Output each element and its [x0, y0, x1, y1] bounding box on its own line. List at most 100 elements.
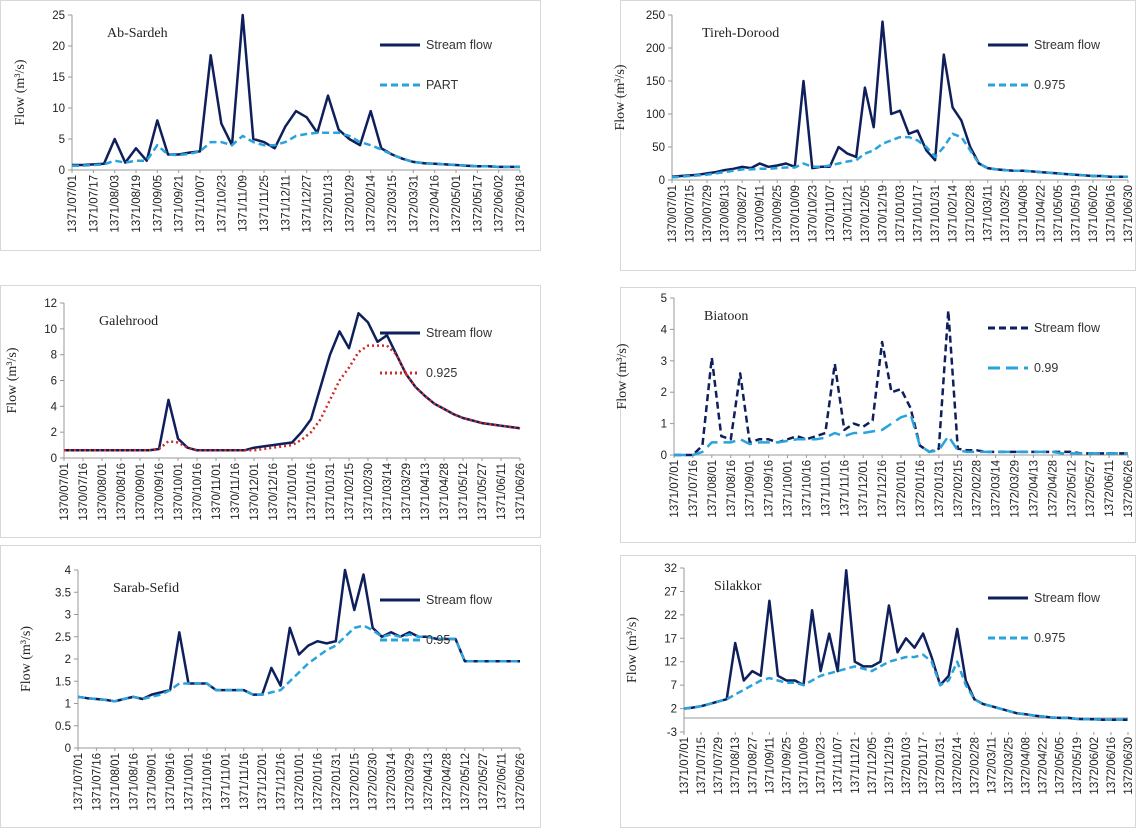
x-tick-label: 1372/01/01: [896, 460, 908, 518]
y-tick-label: 15: [52, 72, 65, 84]
y-axis-label: Flow (m³/s): [625, 617, 640, 683]
x-tick-label: 1372/04/08: [1021, 737, 1033, 795]
series-line: [77, 624, 520, 703]
y-tick-label: 17: [664, 633, 677, 645]
x-tick-label: 1372/03/29: [1010, 460, 1022, 518]
x-tick-label: 1372/04/28: [1047, 460, 1059, 518]
legend-label: 0.975: [1034, 631, 1065, 645]
x-tick-label: 1370/08/16: [116, 463, 128, 521]
y-tick-label: 0: [659, 175, 665, 187]
y-tick-label: 1.5: [55, 676, 71, 688]
x-tick-label: 1370/10/16: [192, 463, 204, 521]
x-tick-label: 1371/07/01: [73, 753, 85, 811]
x-tick-label: 1372/05/12: [460, 753, 472, 811]
y-tick-label: 2: [51, 427, 57, 439]
y-tick-label: 2: [65, 654, 71, 666]
x-tick-label: 1372/04/16: [430, 175, 442, 233]
x-tick-label: 1371/07/29: [713, 737, 725, 795]
y-tick-label: 20: [52, 41, 65, 53]
x-tick-label: 1372/03/11: [986, 737, 998, 794]
x-tick-label: 1372/03/14: [991, 459, 1003, 517]
x-tick-label: 1372/05/01: [451, 175, 463, 233]
x-tick-label: 1371/08/27: [747, 737, 759, 795]
y-tick-label: 4: [51, 401, 58, 413]
x-tick-label: 1372/02/15: [349, 753, 361, 811]
legend-label: Stream flow: [1034, 321, 1101, 335]
legend-label: 0.975: [1034, 78, 1065, 92]
x-tick-label: 1370/09/16: [154, 463, 166, 521]
y-tick-label: 200: [646, 43, 665, 55]
x-tick-label: 1372/05/19: [1072, 737, 1084, 795]
x-tick-label: 1372/04/22: [1038, 737, 1050, 795]
legend-label: 0.99: [1034, 361, 1058, 375]
y-tick-label: 10: [44, 324, 57, 336]
panel-frame: [0, 0, 541, 251]
x-tick-label: 1371/11/21: [850, 737, 862, 794]
y-tick-label: 25: [52, 10, 65, 22]
legend-label: 0.95: [426, 633, 450, 647]
x-tick-label: 1370/09/25: [772, 185, 784, 243]
x-tick-label: 1371/09/01: [147, 753, 159, 811]
x-tick-label: 1370/11/07: [825, 185, 837, 242]
x-tick-label: 1371/11/07: [833, 737, 845, 794]
x-tick-label: 1372/01/29: [344, 175, 356, 233]
legend-label: Stream flow: [426, 38, 493, 52]
x-tick-label: 1370/07/15: [685, 185, 697, 243]
x-tick-label: 1371/11/25: [259, 175, 271, 232]
y-axis-label: Flow (m³/s): [5, 347, 20, 413]
x-tick-label: 1371/01/01: [287, 463, 299, 521]
x-tick-label: 1371/07/01: [67, 175, 79, 233]
x-tick-label: 1371/02/28: [965, 185, 977, 243]
x-tick-label: 1371/12/19: [884, 737, 896, 795]
x-tick-label: 1370/07/29: [702, 185, 714, 243]
x-tick-label: 1372/01/16: [915, 460, 927, 518]
x-tick-label: 1371/01/03: [895, 185, 907, 243]
x-tick-label: 1371/03/14: [382, 462, 394, 520]
x-tick-label: 1371/07/17: [88, 175, 100, 233]
y-tick-label: 27: [664, 586, 677, 598]
x-tick-label: 1370/09/01: [135, 463, 147, 521]
series-line: [77, 568, 520, 703]
x-tick-label: 1371/08/19: [131, 175, 143, 233]
x-tick-label: 1371/06/30: [1123, 185, 1135, 243]
x-tick-label: 1372/02/14: [366, 174, 378, 232]
x-tick-label: 1372/01/13: [323, 175, 335, 233]
x-tick-label: 1371/08/13: [730, 737, 742, 795]
y-tick-label: 12: [44, 298, 57, 310]
legend-label: Stream flow: [1034, 38, 1101, 52]
panel-frame: [0, 285, 541, 538]
x-tick-label: 1371/10/01: [783, 460, 795, 518]
y-tick-label: 3: [661, 356, 667, 368]
x-tick-label: 1372/06/11: [497, 753, 509, 810]
x-tick-label: 1371/08/16: [128, 753, 140, 811]
x-tick-label: 1370/07/01: [667, 185, 679, 243]
y-tick-label: 4: [65, 565, 72, 577]
x-tick-label: 1371/09/25: [781, 737, 793, 795]
x-tick-label: 1371/04/08: [1018, 185, 1030, 243]
x-tick-label: 1371/02/30: [363, 463, 375, 521]
y-tick-label: 8: [51, 350, 57, 362]
series-line: [64, 344, 521, 452]
y-tick-label: 0.5: [55, 721, 71, 733]
y-tick-label: 6: [51, 376, 57, 388]
x-tick-label: 1371/09/05: [152, 175, 164, 233]
x-tick-label: 1372/02/28: [972, 460, 984, 518]
x-tick-label: 1372/04/28: [441, 753, 453, 811]
x-tick-label: 1372/04/13: [423, 753, 435, 811]
x-tick-label: 1371/10/23: [216, 175, 228, 233]
series-line: [674, 309, 1128, 457]
x-tick-label: 1372/02/14: [952, 736, 964, 794]
x-tick-label: 1371/09/16: [165, 753, 177, 811]
x-tick-label: 1370/12/16: [268, 463, 280, 521]
x-tick-label: 1371/11/16: [839, 460, 851, 517]
x-tick-label: 1371/04/22: [1035, 185, 1047, 243]
x-tick-label: 1372/05/05: [1055, 737, 1067, 795]
x-tick-label: 1371/09/21: [174, 175, 186, 233]
x-tick-label: 1371/02/15: [344, 463, 356, 521]
x-tick-label: 1372/03/15: [387, 175, 399, 233]
y-tick-label: 1: [661, 419, 667, 431]
legend-label: Stream flow: [426, 593, 493, 607]
y-tick-label: 2.5: [55, 632, 71, 644]
x-tick-label: 1372/06/26: [515, 753, 527, 811]
